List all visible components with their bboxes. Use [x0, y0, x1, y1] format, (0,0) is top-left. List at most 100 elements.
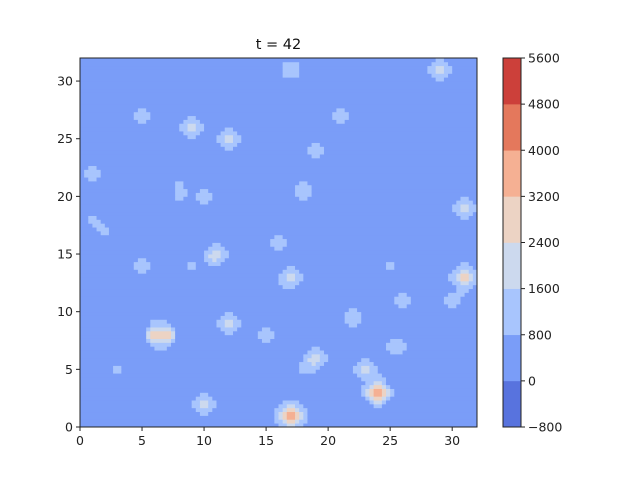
contour-band-cell	[208, 400, 217, 404]
contour-band-cell	[374, 385, 383, 389]
contour-band-cell	[403, 350, 478, 354]
contour-band-cell	[80, 181, 176, 185]
contour-band-cell	[97, 177, 478, 181]
contour-band-cell	[456, 277, 461, 281]
contour-band-cell	[374, 362, 478, 366]
contour-band-cell	[134, 112, 151, 116]
colorbar-segment	[503, 381, 521, 427]
contour-band-cell	[382, 404, 478, 408]
colorbar-segment	[503, 335, 521, 381]
contour-band-cell	[80, 70, 283, 74]
contour-band-cell	[394, 266, 456, 270]
contour-field	[80, 58, 477, 427]
contour-band-cell	[200, 404, 209, 408]
contour-band-cell	[171, 335, 176, 339]
contour-band-cell	[386, 385, 391, 389]
contour-band-cell	[448, 273, 457, 277]
contour-band-cell	[221, 131, 238, 135]
contour-band-cell	[101, 173, 478, 177]
contour-band-cell	[456, 200, 473, 204]
contour-band-cell	[369, 358, 477, 362]
contour-band-cell	[183, 131, 200, 135]
contour-band-cell	[101, 219, 478, 223]
contour-band-cell	[307, 419, 477, 423]
contour-band-cell	[196, 123, 205, 127]
contour-band-cell	[320, 143, 478, 147]
contour-band-cell	[456, 266, 473, 270]
contour-band-cell	[361, 358, 370, 362]
contour-band-cell	[365, 381, 374, 385]
contour-band-cell	[97, 227, 110, 231]
contour-band-cell	[80, 162, 477, 166]
contour-band-cell	[369, 385, 374, 389]
contour-band-cell	[469, 269, 478, 273]
colorbar-tick-label: 1600	[528, 281, 560, 296]
contour-band-cell	[80, 408, 196, 412]
contour-band-cell	[448, 304, 457, 308]
contour-band-cell	[183, 181, 299, 185]
contour-band-cell	[188, 127, 197, 131]
contour-band-cell	[452, 204, 461, 208]
contour-band-cell	[121, 366, 299, 370]
contour-band-cell	[469, 262, 478, 266]
contour-band-cell	[374, 389, 383, 393]
x-tick-label: 0	[76, 433, 84, 448]
contour-band-cell	[411, 296, 444, 300]
contour-band-cell	[382, 396, 387, 400]
contour-band-cell	[150, 112, 332, 116]
contour-band-cell	[80, 96, 477, 100]
contour-band-cell	[80, 219, 89, 223]
contour-band-cell	[460, 262, 469, 266]
contour-band-cell	[80, 250, 204, 254]
contour-band-cell	[382, 389, 387, 393]
contour-band-cell	[283, 70, 300, 74]
contour-band-cell	[175, 189, 188, 193]
colorbar-tick-label: 800	[528, 327, 552, 342]
contour-band-cell	[287, 404, 296, 408]
contour-band-cell	[295, 415, 300, 419]
x-tick-label: 20	[320, 433, 336, 448]
contour-band-cell	[390, 389, 395, 393]
contour-band-cell	[171, 339, 176, 343]
contour-band-cell	[365, 392, 370, 396]
contour-band-cell	[382, 373, 478, 377]
contour-band-cell	[80, 143, 221, 147]
contour-band-cell	[407, 342, 478, 346]
contour-band-cell	[175, 196, 184, 200]
contour-band-cell	[80, 89, 477, 93]
contour-band-cell	[361, 392, 366, 396]
contour-band-cell	[80, 127, 180, 131]
contour-band-cell	[469, 216, 478, 220]
contour-band-cell	[80, 373, 357, 377]
contour-band-cell	[299, 70, 428, 74]
colorbar-segment	[503, 243, 521, 289]
contour-band-cell	[80, 200, 200, 204]
colorbar-segment	[503, 289, 521, 335]
contour-band-cell	[270, 243, 287, 247]
contour-band-cell	[225, 323, 234, 327]
contour-band-cell	[80, 185, 176, 189]
contour-band-cell	[229, 250, 478, 254]
contour-band-cell	[80, 169, 85, 173]
contour-band-cell	[146, 120, 184, 124]
contour-band-cell	[469, 208, 478, 212]
contour-band-cell	[188, 193, 197, 197]
contour-band-cell	[138, 120, 147, 124]
contour-band-cell	[357, 373, 382, 377]
contour-band-cell	[113, 369, 122, 373]
contour-band-cell	[233, 139, 242, 143]
contour-band-cell	[241, 319, 345, 323]
contour-band-cell	[287, 419, 296, 423]
contour-band-cell	[80, 85, 477, 89]
contour-band-cell	[295, 285, 457, 289]
contour-band-cell	[320, 366, 353, 370]
contour-band-cell	[283, 235, 478, 239]
contour-band-cell	[345, 312, 362, 316]
contour-band-cell	[175, 331, 225, 335]
contour-band-cell	[274, 331, 477, 335]
contour-band-cell	[150, 266, 188, 270]
colorbar: −8000800160024003200400048005600	[503, 51, 562, 435]
contour-band-cell	[374, 392, 383, 396]
contour-band-cell	[97, 216, 461, 220]
contour-band-cell	[320, 154, 478, 158]
